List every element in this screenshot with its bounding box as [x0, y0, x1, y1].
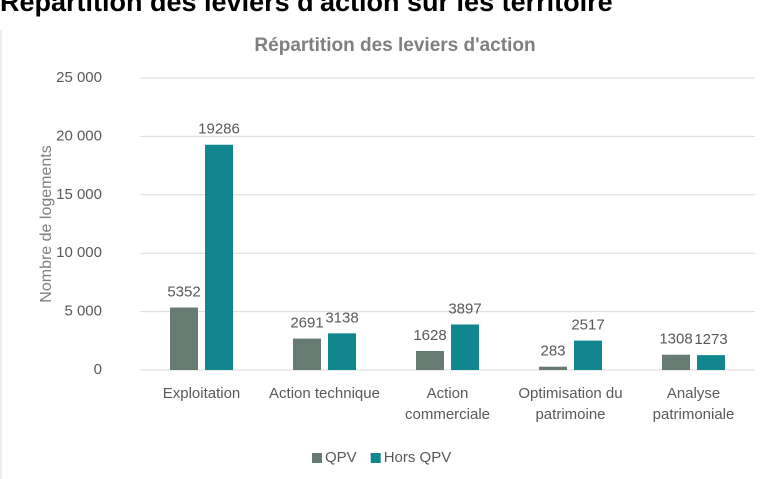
bar — [328, 333, 356, 370]
data-label: 1273 — [694, 331, 727, 348]
data-label: 1308 — [659, 331, 692, 348]
data-label: 1628 — [413, 327, 446, 344]
y-tick-label: 10 000 — [56, 244, 102, 261]
data-label: 3138 — [325, 309, 358, 326]
bar — [170, 307, 198, 370]
bar — [293, 338, 321, 370]
data-label: 3897 — [448, 300, 481, 317]
y-tick-label: 5 000 — [64, 303, 102, 320]
x-tick-label: Optimisation du patrimoine — [518, 385, 623, 423]
chart-title: Répartition des leviers d'action — [254, 35, 535, 56]
data-label: 2517 — [571, 317, 604, 334]
y-tick-label: 25 000 — [56, 69, 102, 86]
bar — [697, 355, 725, 370]
page-heading: Répartition des leviers d'action sur les… — [0, 0, 613, 17]
legend-swatch — [370, 453, 381, 463]
bar — [451, 324, 479, 370]
data-label: 19286 — [198, 121, 240, 138]
legend-label: Hors QPV — [384, 449, 452, 466]
y-tick-label: 0 — [94, 361, 102, 378]
bar — [539, 366, 567, 370]
bar — [205, 144, 233, 370]
y-tick-label: 15 000 — [56, 186, 102, 203]
data-label: 5352 — [167, 283, 200, 300]
bar — [416, 350, 444, 370]
legend-swatch — [312, 453, 322, 463]
bar — [574, 340, 602, 370]
legend-label: QPV — [325, 449, 357, 466]
y-axis-label: Nombre de logements — [38, 145, 55, 302]
bar — [662, 354, 690, 370]
x-tick-label: Action commerciale — [404, 385, 491, 423]
data-label: 2691 — [290, 315, 323, 332]
data-label: 283 — [540, 343, 565, 360]
y-tick-label: 20 000 — [56, 127, 102, 144]
x-tick-label: Analyse patrimoniale — [652, 385, 735, 423]
x-tick-label: Exploitation — [162, 385, 241, 402]
x-tick-label: Action technique — [269, 385, 380, 402]
